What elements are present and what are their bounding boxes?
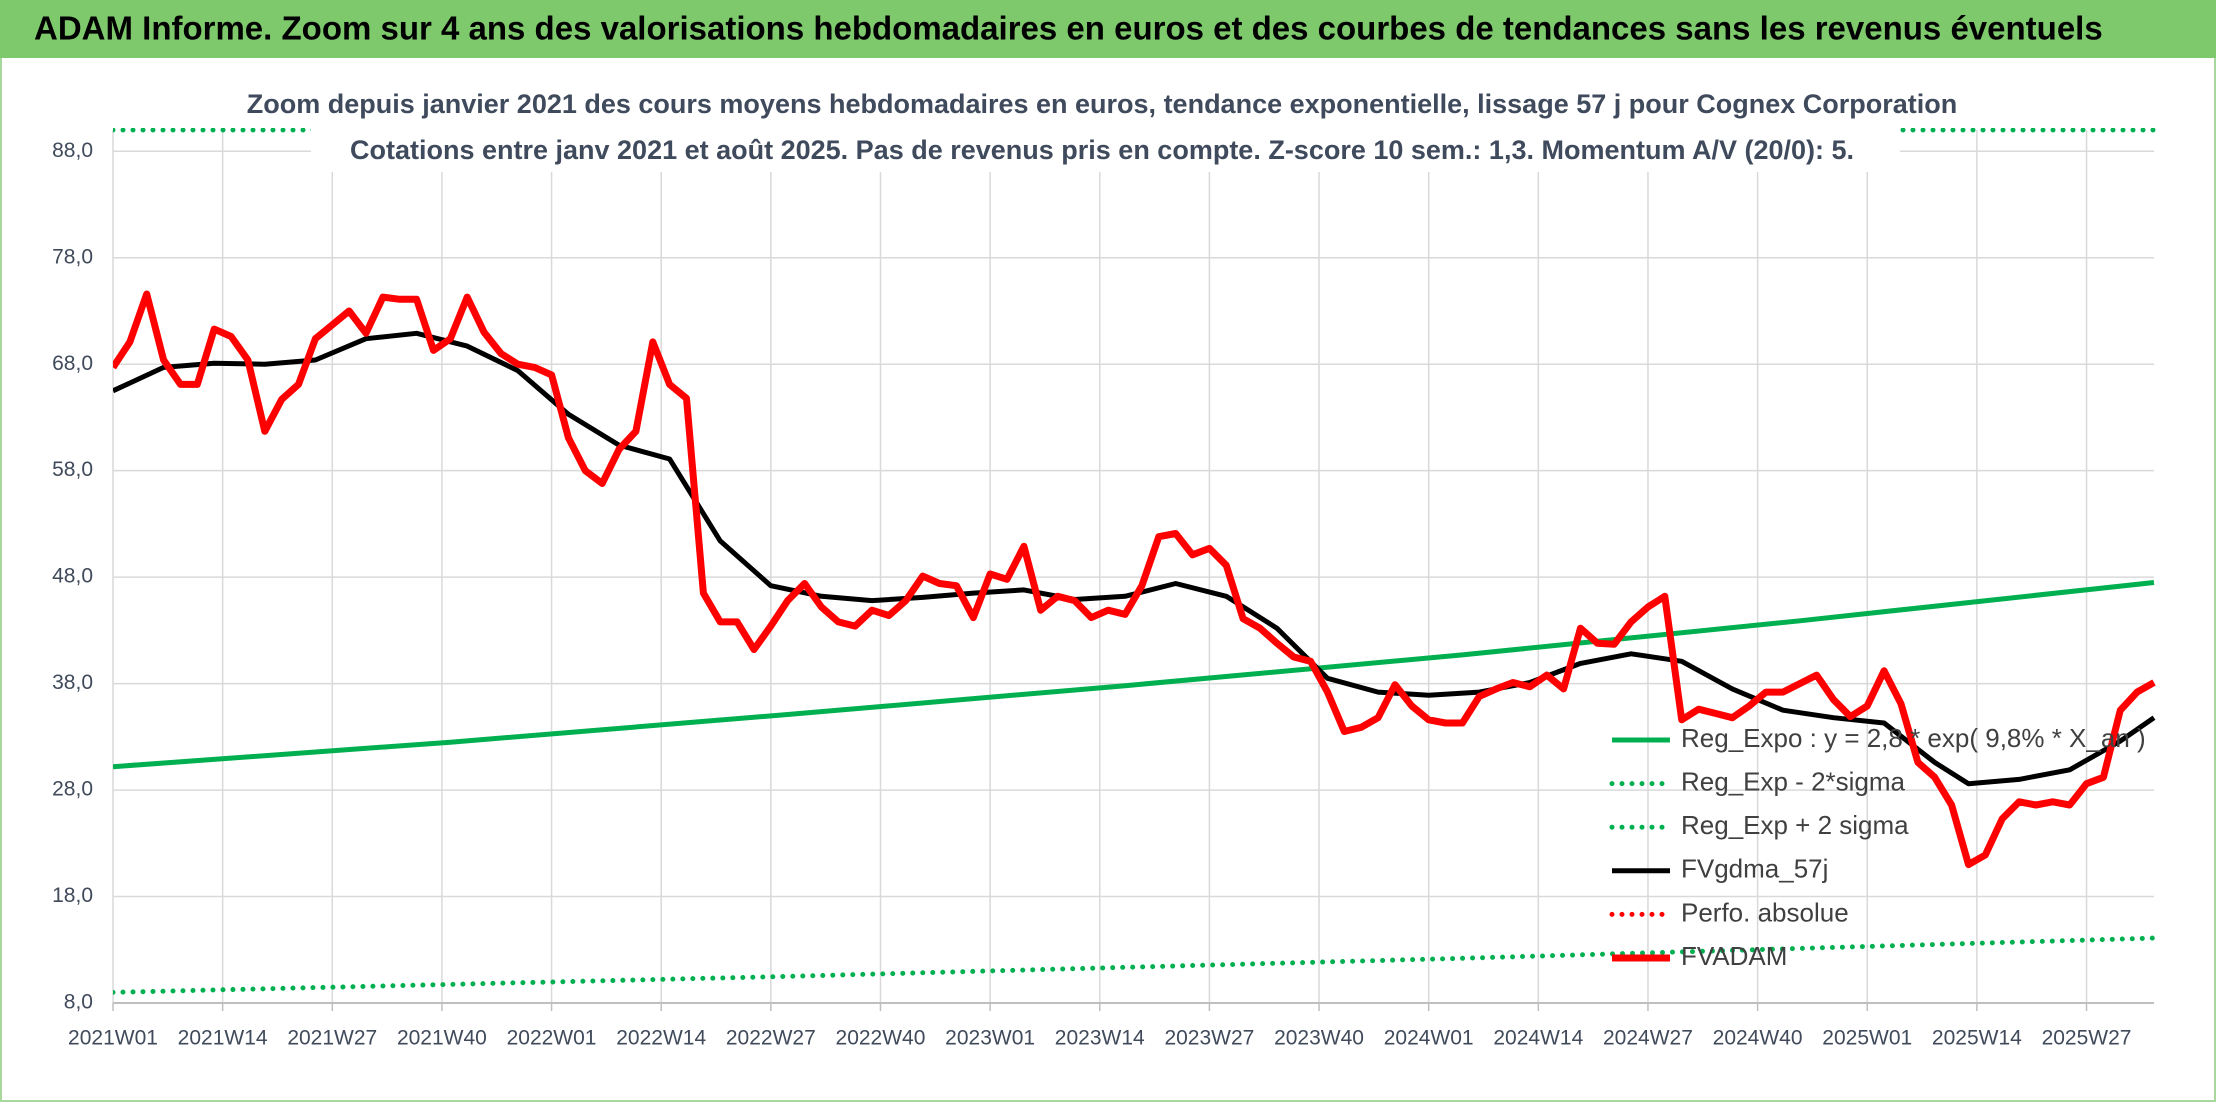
- x-tick-label: 2023W27: [1164, 1027, 1254, 1050]
- legend-label: FVgdma_57j: [1681, 854, 1828, 884]
- series-line: [113, 290, 2156, 869]
- subtitle-box: [311, 60, 1900, 172]
- chart-title: ADAM Informe. Zoom sur 4 ans des valoris…: [34, 10, 2103, 47]
- y-tick-label: 38,0: [52, 671, 93, 694]
- legend-label: Reg_Expo : y = 2,8 * exp( 9,8% * X_an ): [1681, 723, 2146, 753]
- legend-label: Perfo. absolue: [1681, 897, 1849, 927]
- y-tick-label: 68,0: [52, 352, 93, 375]
- legend-label: Reg_Exp - 2*sigma: [1681, 766, 1906, 796]
- x-tick-label: 2021W01: [68, 1027, 158, 1050]
- subtitle: Cotations entre janv 2021 et août 2025. …: [350, 135, 1854, 165]
- x-tick-label: 2022W14: [616, 1027, 706, 1050]
- x-tick-label: 2021W40: [397, 1027, 487, 1050]
- y-tick-label: 78,0: [52, 245, 93, 268]
- x-tick-label: 2025W01: [1822, 1027, 1912, 1050]
- series-line: [113, 330, 2156, 787]
- series-line: [113, 935, 2156, 995]
- legend-label: FVADAM: [1681, 941, 1787, 971]
- x-tick-label: 2025W27: [2042, 1027, 2132, 1050]
- x-tick-label: 2023W14: [1055, 1027, 1145, 1050]
- legend: Reg_Expo : y = 2,8 * exp( 9,8% * X_an ) R…: [1609, 723, 2146, 971]
- subtitle: Zoom depuis janvier 2021 des cours moyen…: [247, 89, 1957, 119]
- y-tick-label: 18,0: [52, 884, 93, 907]
- x-tick-label: 2025W14: [1932, 1027, 2022, 1050]
- y-tick-label: 8,0: [64, 991, 93, 1014]
- y-tick-label: 58,0: [52, 458, 93, 481]
- x-tick-label: 2024W27: [1603, 1027, 1693, 1050]
- x-tick-label: 2024W40: [1713, 1027, 1803, 1050]
- y-tick-label: 48,0: [52, 565, 93, 588]
- x-tick-label: 2023W01: [945, 1027, 1035, 1050]
- y-tick-label: 28,0: [52, 778, 93, 801]
- y-tick-label: 88,0: [52, 139, 93, 162]
- x-tick-label: 2022W27: [726, 1027, 816, 1050]
- x-tick-label: 2021W14: [178, 1027, 268, 1050]
- x-tick-label: 2024W01: [1384, 1027, 1474, 1050]
- x-tick-label: 2024W14: [1493, 1027, 1583, 1050]
- x-tick-label: 2023W40: [1274, 1027, 1364, 1050]
- x-tick-label: 2022W01: [507, 1027, 597, 1050]
- title-bar: [0, 0, 2216, 58]
- x-tick-label: 2022W40: [836, 1027, 926, 1050]
- series-line: [113, 580, 2155, 770]
- legend-label: Reg_Exp + 2 sigma: [1681, 810, 1909, 840]
- x-tick-label: 2021W27: [287, 1027, 377, 1050]
